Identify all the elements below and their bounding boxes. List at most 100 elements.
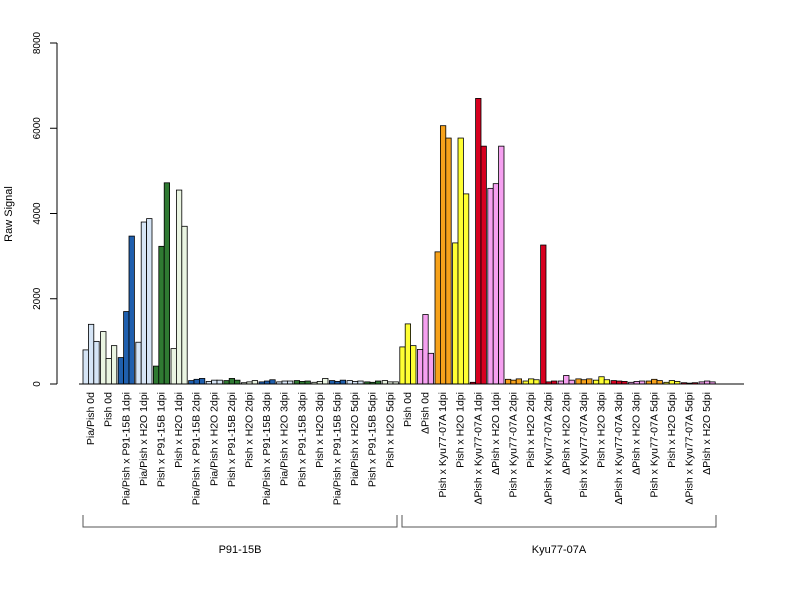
x-category-label: Pish x Kyu77-07A 1dpi [437,392,449,498]
bar [105,358,112,385]
bar [563,375,570,385]
bar [656,380,663,385]
bar [140,221,147,385]
bar [100,331,107,385]
bar [457,137,464,385]
bar [445,137,452,385]
bar [328,380,336,385]
y-tick-label: 4000 [32,202,43,225]
bars [82,98,716,385]
bar [603,379,611,385]
x-category-label: Pish x H2O 2dpi [525,392,537,468]
x-category-label: Pish x Kyu77-07A 5dpi [648,392,660,498]
bar [462,193,470,385]
y-tick-label: 6000 [32,117,43,140]
bar [128,235,135,385]
x-category-label: ΔPish 0d [419,392,431,434]
bar [399,346,406,385]
bar [223,380,230,385]
bar [163,182,170,385]
x-category-label: ΔPish x Kyu77-07A 3dpi [613,392,625,505]
bar [228,378,235,385]
x-category-label: Pia/Pish x P91-15B 2dpi [191,392,203,505]
x-category-label: Pia/Pish x H2O 5dpi [349,392,361,486]
bar [452,242,459,385]
bar [211,379,218,385]
bar [498,145,505,385]
bar [111,345,118,385]
x-category-label: Pish x P91-15B 2dpi [226,392,238,487]
bar [339,379,347,385]
bar [427,352,435,385]
x-category-label: Pia/Pish x H2O 2dpi [208,392,220,486]
bar [123,311,130,385]
bar [175,189,183,385]
bar [93,340,100,385]
y-tick-label: 2000 [32,287,43,310]
x-category-label: Pish x H2O 1dpi [173,392,185,468]
bar [504,378,512,385]
x-category-label: Pish x H2O 5dpi [384,392,396,468]
y-axis-title: Raw Signal [3,186,15,242]
bar [188,380,195,385]
x-category-label: Pish x H2O 2dpi [243,392,255,468]
bar [269,379,276,385]
x-category-label: Pia/Pish 0d [85,392,97,445]
bar [651,378,658,385]
x-category-label: ΔPish x H2O 3dpi [631,392,643,475]
bar [152,365,160,385]
bar [216,379,223,385]
group-label: P91-15B [219,544,262,556]
bar [492,183,500,385]
x-category-label: ΔPish x Kyu77-07A 2dpi [543,392,555,505]
y-tick-label: 0 [32,381,43,387]
bar [475,98,482,385]
x-category-label: Pia/Pish x H2O 1dpi [138,392,150,486]
bar [487,187,494,385]
bar [410,345,417,385]
x-category-label: ΔPish x Kyu77-07A 5dpi [683,392,695,505]
x-category-label: Pia/Pish x P91-15B 3dpi [261,392,273,505]
bar [146,218,153,385]
x-category-label: Pia/Pish x H2O 3dpi [279,392,291,486]
bar [480,145,487,385]
bar [593,379,600,385]
y-tick-label: 8000 [32,31,43,54]
bar [434,251,441,385]
bar [610,380,617,385]
x-category-label: Pish x Kyu77-07A 2dpi [507,392,519,498]
bar [575,378,582,385]
bar [528,378,535,385]
bar [381,380,389,385]
x-category-label: Pish x P91-15B 3dpi [296,392,308,487]
x-category-label: Pish x H2O 3dpi [595,392,607,468]
bar [117,357,124,385]
bar [198,378,206,385]
bar [422,314,429,385]
group-label: Kyu77-07A [532,544,587,556]
bar [586,378,593,385]
group-brackets: P91-15B Kyu77-07A [82,515,717,556]
bar [580,379,588,385]
x-category-label: ΔPish x Kyu77-07A 1dpi [472,392,484,505]
x-category-label: ΔPish x H2O 5dpi [701,392,713,475]
group-bracket [82,515,398,528]
x-category-label: Pish x Kyu77-07A 3dpi [578,392,590,498]
x-category-label: Pish x P91-15B 5dpi [367,392,379,487]
bar [416,349,424,385]
bar [181,225,188,385]
x-category-label: Pish 0d [103,392,115,427]
bar [170,348,177,385]
bar [510,379,517,385]
bar [135,341,142,385]
x-category-label: Pish x H2O 1dpi [455,392,467,468]
x-category-label: Pish 0d [402,392,414,427]
y-axis: 0 2000 4000 6000 8000 [32,31,58,387]
x-category-label: ΔPish x H2O 1dpi [490,392,502,475]
x-category-label: Pia/Pish x P91-15B 1dpi [120,392,132,505]
bar [158,245,165,385]
bar [88,323,95,385]
bar [598,376,605,385]
bar [515,378,523,385]
group-bracket [401,515,717,528]
